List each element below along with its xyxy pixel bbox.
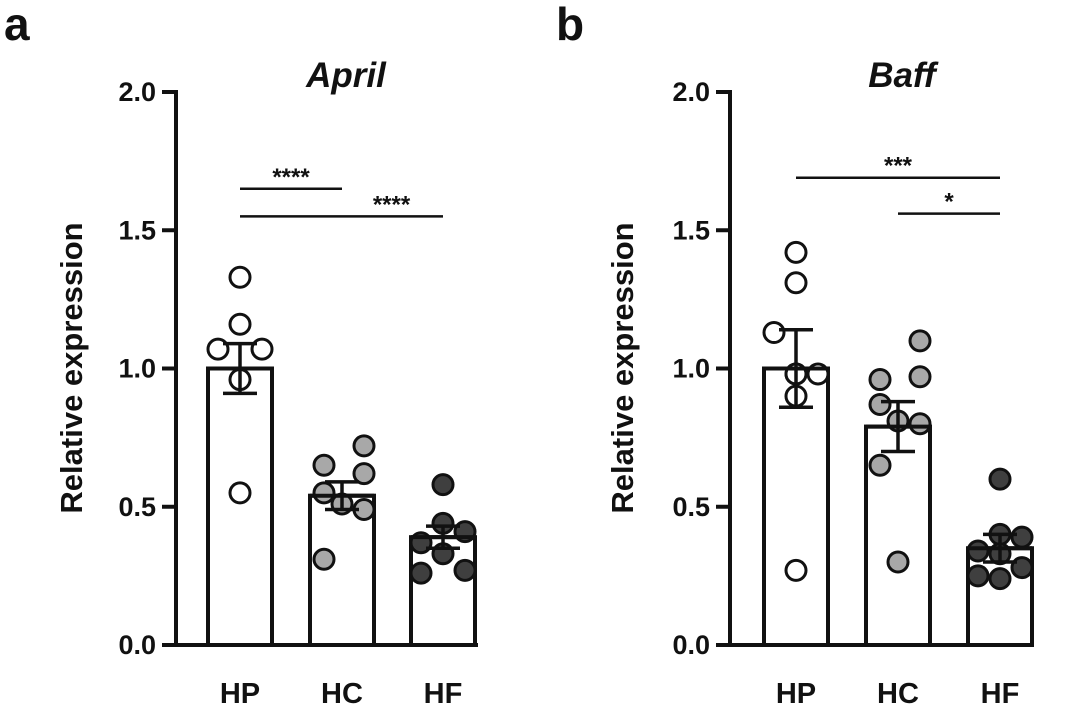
bar-hp — [206, 366, 274, 647]
data-point-hc — [312, 547, 336, 571]
data-point-hf — [966, 539, 990, 563]
y-tick-label: 1.5 — [672, 215, 710, 245]
data-point-hc — [868, 453, 892, 477]
data-point-hp — [784, 240, 808, 264]
chart-title-baff: Baff — [868, 56, 939, 95]
y-tick-label: 1.0 — [672, 354, 710, 384]
data-point-hc — [312, 453, 336, 477]
x-tick-label-hc: HC — [877, 678, 919, 710]
points-b — [762, 240, 1034, 591]
significance-label: **** — [272, 164, 310, 191]
y-ticks-b: 0.0 0.5 1.0 1.5 2.0 — [672, 77, 730, 660]
data-point-hc — [312, 481, 336, 505]
significance-label: * — [944, 189, 954, 216]
data-point-hp — [228, 312, 252, 336]
x-tick-label-hc: HC — [321, 678, 363, 710]
data-point-hc — [868, 392, 892, 416]
panel-a: a April Relative expression 0.0 0.5 1.0 1.5… — [4, 0, 478, 710]
error-bars-a — [208, 341, 475, 550]
chart-title-april: April — [305, 56, 387, 95]
error-bars-b — [764, 328, 1032, 564]
data-point-hf — [431, 473, 455, 497]
bar-hp — [762, 366, 830, 647]
y-axis-label-b: Relative expression — [605, 222, 640, 513]
data-point-hf — [988, 467, 1012, 491]
data-point-hc — [908, 365, 932, 389]
data-point-hp — [784, 558, 808, 582]
panel-letter-a: a — [4, 0, 30, 50]
y-tick-label: 2.0 — [118, 77, 156, 107]
y-tick-label: 0.5 — [118, 492, 156, 522]
panel-b: b Baff Relative expression 0.0 0.5 1.0 1.5 2… — [556, 0, 1034, 710]
y-tick-label: 1.5 — [118, 215, 156, 245]
data-point-hp — [228, 481, 252, 505]
y-tick-label: 0.5 — [672, 492, 710, 522]
x-tick-label-hp: HP — [220, 678, 260, 710]
data-point-hf — [409, 561, 433, 585]
y-tick-label: 0.0 — [118, 630, 156, 660]
data-point-hf — [988, 567, 1012, 591]
points-a — [206, 265, 477, 585]
y-tick-label: 0.0 — [672, 630, 710, 660]
data-point-hc — [352, 434, 376, 458]
data-point-hp — [228, 265, 252, 289]
y-tick-label: 1.0 — [118, 354, 156, 384]
x-tick-label-hf: HF — [424, 678, 463, 710]
x-ticks-b: HP HC HF — [776, 678, 1019, 710]
data-point-hc — [886, 550, 910, 574]
y-ticks-a: 0.0 0.5 1.0 1.5 2.0 — [118, 77, 176, 660]
y-tick-label: 2.0 — [672, 77, 710, 107]
data-point-hf — [1010, 525, 1034, 549]
data-point-hc — [908, 329, 932, 353]
data-point-hp — [762, 321, 786, 345]
significance-label: **** — [373, 191, 411, 218]
y-axis-label-a: Relative expression — [54, 222, 89, 513]
panel-letter-b: b — [556, 0, 584, 50]
data-point-hp — [784, 271, 808, 295]
data-point-hf — [453, 558, 477, 582]
data-point-hf — [966, 564, 990, 588]
data-point-hc — [908, 412, 932, 436]
x-tick-label-hp: HP — [776, 678, 816, 710]
x-ticks-a: HP HC HF — [220, 678, 462, 710]
significance-a: **** **** — [240, 164, 443, 218]
significance-label: *** — [884, 153, 913, 180]
data-point-hc — [352, 462, 376, 486]
x-tick-label-hf: HF — [981, 678, 1020, 710]
data-point-hc — [868, 368, 892, 392]
significance-b: **** — [796, 153, 1000, 216]
